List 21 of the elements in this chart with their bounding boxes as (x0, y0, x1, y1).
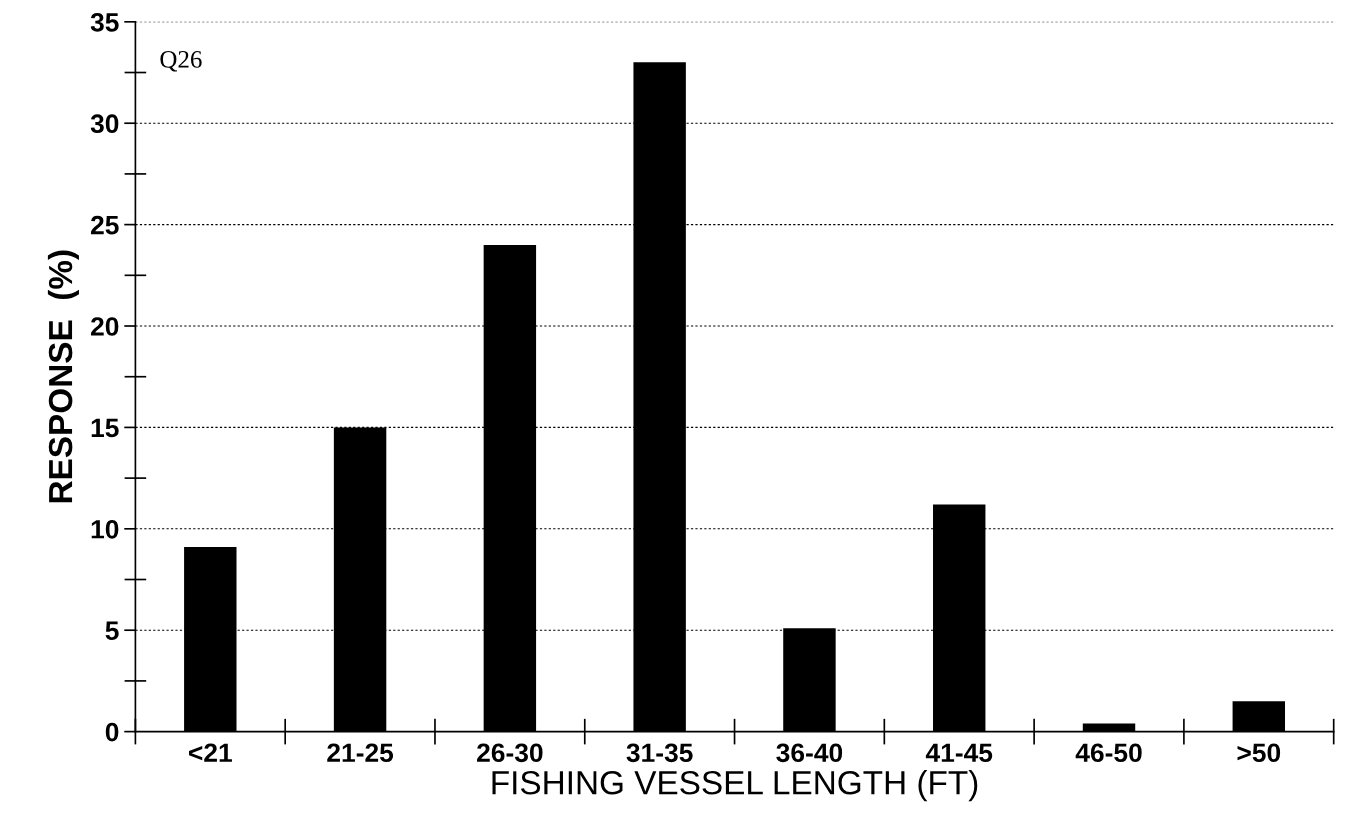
x-tick-label: 31-35 (626, 743, 693, 763)
x-tick-label: 41-45 (925, 743, 993, 763)
y-tick-label: 5 (105, 621, 119, 641)
x-axis-title: FISHING VESSEL LENGTH (FT) (492, 770, 978, 802)
x-tick-label: 26-30 (477, 743, 543, 763)
y-axis-title: RESPONSE (%) (47, 250, 79, 503)
bar (1082, 723, 1136, 732)
x-tick-label: <21 (189, 743, 232, 762)
x-tick-label: >50 (1237, 743, 1281, 763)
y-tick-label: 0 (105, 722, 119, 742)
y-tick-label: 25 (90, 215, 119, 235)
y-tick-label: 35 (90, 12, 119, 32)
y-tick-label: 15 (91, 418, 119, 438)
y-tick-label: 30 (90, 114, 119, 134)
x-tick-label: 46-50 (1075, 743, 1142, 763)
bar (1232, 701, 1286, 732)
x-tick-label: 36-40 (776, 743, 843, 763)
y-tick-label: 20 (90, 317, 119, 336)
annotation: Q26 (160, 51, 202, 72)
x-tick-label: 21-25 (327, 743, 394, 763)
y-tick-label: 10 (91, 519, 119, 539)
